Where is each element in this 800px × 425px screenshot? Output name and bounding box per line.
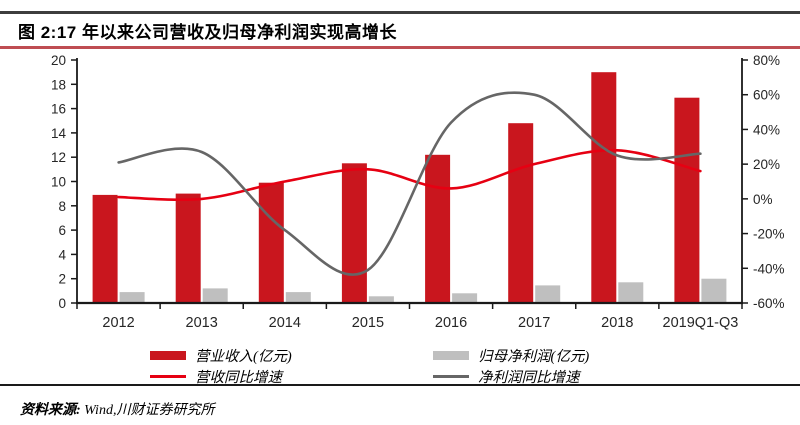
revenue-bar-2014 xyxy=(258,182,284,303)
revenue-bar-2019Q1-Q3 xyxy=(674,97,700,303)
left-axis-tick-label: 4 xyxy=(58,247,66,262)
footer-rule xyxy=(0,384,800,386)
legend-item-revenue-growth: 营收同比增速 xyxy=(150,366,282,387)
profit-bar-2018 xyxy=(618,282,644,303)
left-axis-tick-label: 8 xyxy=(58,199,66,214)
revenue-line-swatch-icon xyxy=(150,375,186,378)
revenue-bar-2018 xyxy=(591,72,617,303)
left-axis-tick-label: 6 xyxy=(58,223,66,238)
legend-label-revenue-bar: 营业收入(亿元) xyxy=(195,349,292,365)
right-axis-tick-label: 60% xyxy=(753,88,780,103)
right-axis-tick-label: 20% xyxy=(753,157,780,172)
profit-line-swatch-icon xyxy=(433,375,469,378)
x-axis-label-2018: 2018 xyxy=(601,315,633,331)
right-axis-tick-label: 80% xyxy=(753,53,780,68)
left-axis-tick-label: 14 xyxy=(51,126,67,141)
revenue-bar-2015 xyxy=(341,163,367,303)
profit-growth-line xyxy=(117,91,702,276)
profit-bar-2015 xyxy=(368,296,394,303)
revenue-bar-2017 xyxy=(508,123,534,303)
x-axis-label-2016: 2016 xyxy=(435,315,467,331)
chart-canvas: 0 2 4 6 8 10 12 14 16 18 20 -60% -40% -20% 0% 20% 40% 60%… xyxy=(51,53,785,331)
profit-bar-2017 xyxy=(535,285,561,303)
right-axis-tick-label: -60% xyxy=(753,296,785,311)
source-note: 资料来源: Wind,川财证券研究所 xyxy=(20,399,214,419)
x-axis-label-2014: 2014 xyxy=(269,315,301,331)
x-axis-label-2019Q1-Q3: 2019Q1-Q3 xyxy=(663,315,739,331)
profit-bar-swatch-icon xyxy=(433,351,469,360)
left-axis-tick-label: 20 xyxy=(51,53,66,68)
revenue-bar-swatch-icon xyxy=(150,351,186,360)
title-underline-rule xyxy=(0,46,800,49)
left-axis-tick-label: 16 xyxy=(51,102,66,117)
x-axis-label-2013: 2013 xyxy=(186,315,218,331)
left-axis-tick-label: 10 xyxy=(51,175,66,190)
revenue-bar-2012 xyxy=(92,194,118,303)
profit-bar-2016 xyxy=(452,293,478,303)
profit-bar-2019Q1-Q3 xyxy=(701,278,727,303)
legend-item-profit-bar: 归母净利润(亿元) xyxy=(433,345,589,366)
right-axis-tick-label: 40% xyxy=(753,122,780,137)
figure-title: 图 2:17 年以来公司营收及归母净利润实现高增长 xyxy=(18,23,397,42)
x-axis-label-2017: 2017 xyxy=(518,315,550,331)
legend-item-profit-growth: 净利润同比增速 xyxy=(433,366,580,387)
chart-area: 0 2 4 6 8 10 12 14 16 18 20 -60% -40% -20% 0% 20% 40% 60%… xyxy=(51,53,785,331)
revenue-bar-2013 xyxy=(175,193,201,303)
x-axis-label-2012: 2012 xyxy=(102,315,134,331)
left-axis-tick-label: 18 xyxy=(51,77,66,92)
top-rule xyxy=(0,11,800,14)
left-axis-tick-label: 0 xyxy=(58,296,66,311)
left-axis-tick-label: 12 xyxy=(51,150,66,165)
legend-label-revenue-growth: 营收同比增速 xyxy=(195,370,282,386)
right-axis-tick-label: -40% xyxy=(753,261,785,276)
source-value: Wind,川财证券研究所 xyxy=(84,403,215,418)
legend-label-profit-bar: 归母净利润(亿元) xyxy=(478,349,590,365)
legend-item-revenue-bar: 营业收入(亿元) xyxy=(150,345,292,366)
revenue-bar-2016 xyxy=(425,154,451,303)
profit-bar-2014 xyxy=(285,292,311,303)
right-axis-tick-label: 0% xyxy=(753,192,773,207)
profit-bar-2013 xyxy=(202,288,228,303)
right-axis-tick-label: -20% xyxy=(753,227,785,242)
source-label: 资料来源: xyxy=(20,403,81,418)
x-axis-label-2015: 2015 xyxy=(352,315,384,331)
left-axis-tick-label: 2 xyxy=(58,272,66,287)
profit-bar-2012 xyxy=(119,292,145,303)
legend-label-profit-growth: 净利润同比增速 xyxy=(478,370,580,386)
